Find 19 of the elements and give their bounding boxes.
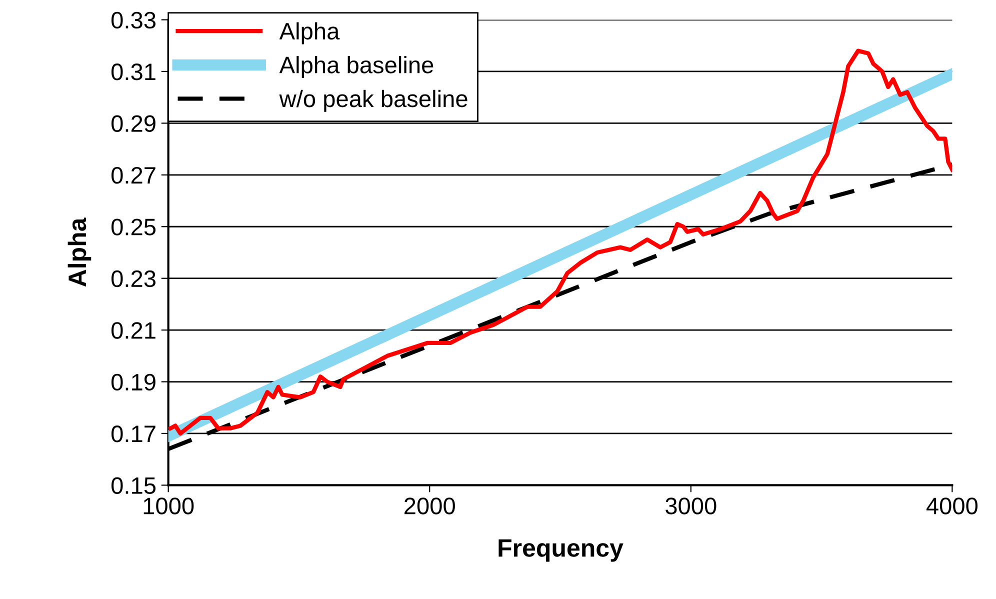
legend-label: Alpha xyxy=(279,22,340,44)
x-tick-label: 1000 xyxy=(144,498,194,514)
x-axis-title: Frequency xyxy=(498,539,624,562)
x-tick-label: 4000 xyxy=(926,498,978,514)
y-tick-label: 0.27 xyxy=(111,166,156,184)
y-axis-title: Alpha xyxy=(68,218,92,287)
y-tick-label: 0.31 xyxy=(111,64,156,80)
y-tick-label: 0.21 xyxy=(111,322,156,339)
y-tick-label: 0.25 xyxy=(111,218,156,236)
y-tick-label: 0.17 xyxy=(111,426,156,442)
x-tick-label: 3000 xyxy=(666,498,716,514)
y-tick-label: 0.33 xyxy=(111,12,156,29)
y-tick-label: 0.15 xyxy=(111,477,156,494)
x-tick-label: 2000 xyxy=(404,498,455,514)
y-tick-label: 0.19 xyxy=(111,374,156,391)
y-tick-label: 0.29 xyxy=(111,115,156,132)
legend-label: Alpha baseline xyxy=(279,56,434,78)
legend-label: w/o peak baseline xyxy=(279,90,468,112)
y-tick-label: 0.23 xyxy=(111,270,156,288)
